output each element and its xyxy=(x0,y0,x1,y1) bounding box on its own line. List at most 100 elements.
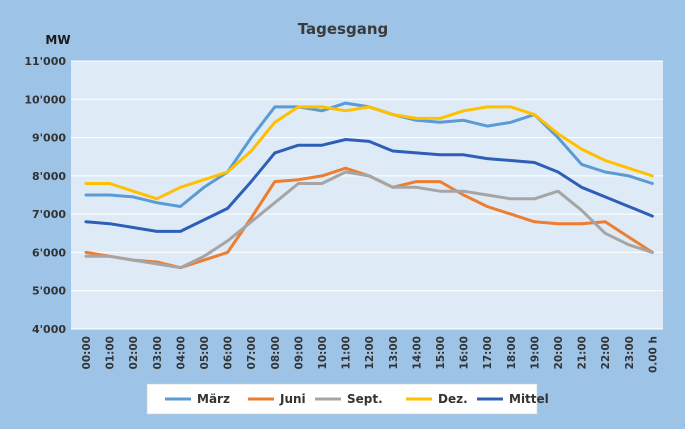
y-tick-label: 9'000 xyxy=(32,132,66,145)
data-point xyxy=(108,255,111,258)
data-point xyxy=(297,105,300,109)
y-tick-label: 7'000 xyxy=(32,208,66,221)
x-tick-label: 17:00 xyxy=(482,336,494,369)
data-point xyxy=(273,105,276,109)
x-tick-label: 19:00 xyxy=(529,336,541,369)
legend-label: Mittel xyxy=(509,392,549,406)
data-point xyxy=(415,117,418,120)
data-point xyxy=(273,201,276,204)
data-point xyxy=(297,182,300,185)
data-point xyxy=(273,121,276,124)
y-tick-label: 6'000 xyxy=(32,246,66,259)
y-tick-label: 11'000 xyxy=(24,55,66,68)
x-tick-label: 14:00 xyxy=(411,336,423,369)
data-point xyxy=(533,197,536,201)
data-point xyxy=(250,136,253,139)
data-point xyxy=(486,157,489,160)
data-point xyxy=(438,180,442,183)
data-point xyxy=(509,197,512,201)
x-tick-label: 08:00 xyxy=(270,336,282,369)
data-point xyxy=(202,218,206,222)
data-point xyxy=(250,220,253,223)
data-point xyxy=(604,195,607,199)
data-point xyxy=(462,109,465,112)
data-point xyxy=(580,209,583,212)
x-tick-label: 20:00 xyxy=(553,336,565,369)
data-point xyxy=(273,180,276,183)
data-point xyxy=(556,170,560,174)
data-point xyxy=(462,189,465,193)
x-tick-label: 15:00 xyxy=(435,336,447,369)
data-point xyxy=(108,182,111,185)
data-point xyxy=(368,105,371,109)
data-point xyxy=(580,163,583,166)
data-point xyxy=(155,197,158,201)
data-point xyxy=(368,140,371,143)
x-tick-label: 07:00 xyxy=(246,336,258,369)
data-point xyxy=(297,144,300,147)
data-point xyxy=(179,266,182,269)
x-tick-label: 05:00 xyxy=(199,336,211,369)
x-tick-label: 00:00 xyxy=(81,336,93,369)
data-point xyxy=(368,174,371,178)
chart-title: Tagesgang xyxy=(298,20,389,38)
data-point xyxy=(391,149,394,153)
data-point xyxy=(320,144,324,147)
data-point xyxy=(627,174,630,178)
data-point xyxy=(462,119,465,122)
data-point xyxy=(391,113,394,116)
x-tick-label: 21:00 xyxy=(577,336,589,369)
y-tick-label: 10'000 xyxy=(24,93,66,106)
data-point xyxy=(415,151,418,155)
data-point xyxy=(391,186,394,189)
data-point xyxy=(580,147,583,151)
data-point xyxy=(486,124,489,128)
data-point xyxy=(509,121,512,124)
x-tick-label: 22:00 xyxy=(600,336,612,369)
data-point xyxy=(462,153,465,156)
data-point xyxy=(486,105,489,109)
data-point xyxy=(415,180,418,183)
data-point xyxy=(84,182,88,185)
data-point xyxy=(273,151,276,155)
data-point xyxy=(320,182,324,185)
data-point xyxy=(132,258,135,262)
data-point xyxy=(84,220,88,223)
data-point xyxy=(202,178,206,181)
x-tick-label: 13:00 xyxy=(388,336,400,369)
x-tick-label: 23:00 xyxy=(624,336,636,369)
x-tick-label: 04:00 xyxy=(175,336,187,369)
data-point xyxy=(320,105,324,109)
data-point xyxy=(486,205,489,208)
gridlines xyxy=(71,60,663,330)
data-point xyxy=(155,262,158,266)
series-lines xyxy=(84,101,654,270)
data-point xyxy=(132,195,135,199)
data-point xyxy=(250,149,253,153)
data-point xyxy=(580,222,583,225)
data-point xyxy=(486,193,489,197)
x-tick-label: 06:00 xyxy=(223,336,235,369)
data-point xyxy=(84,193,88,197)
legend-label: Dez. xyxy=(438,392,468,406)
data-point xyxy=(415,186,418,189)
data-point xyxy=(202,255,206,258)
data-point xyxy=(533,161,536,164)
data-point xyxy=(179,230,182,233)
data-point xyxy=(344,170,347,174)
y-tick-label: 5'000 xyxy=(32,285,66,298)
data-point xyxy=(604,232,607,235)
data-point xyxy=(556,136,560,139)
x-tick-label: 18:00 xyxy=(506,336,518,369)
data-point xyxy=(438,117,442,120)
data-point xyxy=(580,186,583,189)
data-point xyxy=(438,189,442,193)
data-point xyxy=(320,109,324,112)
data-point xyxy=(344,101,347,105)
data-point xyxy=(320,174,324,178)
data-point xyxy=(155,201,158,204)
data-point xyxy=(533,220,536,223)
data-point xyxy=(509,105,512,109)
x-axis-ticks: 00:00 01:00 02:00 03:00 04:00 05:00 06:00 07:00… xyxy=(81,336,659,373)
